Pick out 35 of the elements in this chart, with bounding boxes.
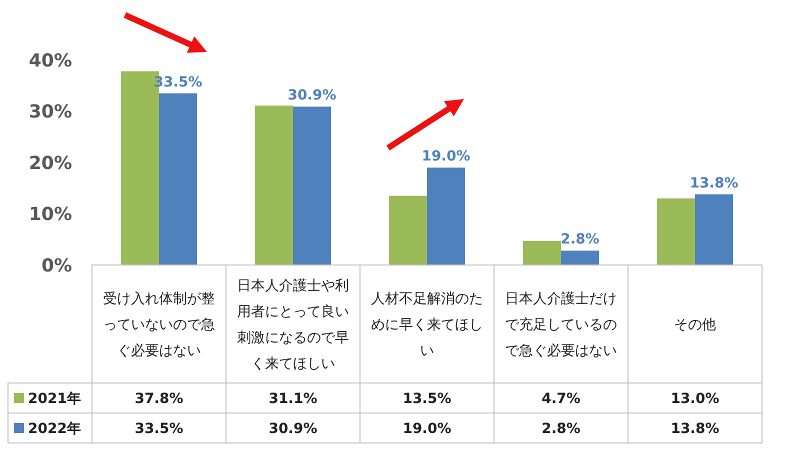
text: 30.9% [288,88,336,104]
y-tick-label: 40% [28,50,72,72]
data-label: 4.7% [542,390,580,407]
data-label: 33.5% [134,420,184,437]
data-label: 31.1% [268,390,318,407]
text: 13.8% [690,175,738,192]
legend-label: 2022年 [28,420,81,437]
data-label: 13.0% [670,390,720,407]
bar [293,106,331,265]
y-tick-label: 10% [28,204,72,226]
y-tick-label: 0% [41,255,72,276]
bar [695,194,733,265]
x-tick-label: 日本人介護士だけで充足しているので急ぐ必要はない [505,290,617,359]
bar [159,93,197,265]
data-label: 2.8% [542,420,580,437]
data-label: 13.8% [670,420,720,437]
x-tick-label: 日本人介護士や利用者にとって良い刺激になるので早く来てほしい [237,278,349,372]
y-tick-label: 20% [28,152,72,174]
bar [427,168,465,265]
y-tick-label: 30% [28,102,72,123]
legend-label: 2021年 [28,390,81,407]
data-label: 19.0% [402,420,452,437]
data-label: 30.9% [268,420,318,437]
x-tick-label: 受け入れ体制が整っていないので急ぐ必要はない [103,290,215,359]
bar [523,240,561,265]
bar [561,250,599,265]
bar [389,196,427,265]
text: 2.8% [560,232,600,248]
x-tick-label: その他 [674,316,716,333]
bar [255,106,293,265]
x-tick-label: 人材不足解消のために早く来てほしい [371,290,483,359]
data-label: 13.5% [402,390,452,407]
text: 19.0% [422,148,470,165]
data-label: 37.8% [134,390,184,407]
bar [657,198,695,265]
